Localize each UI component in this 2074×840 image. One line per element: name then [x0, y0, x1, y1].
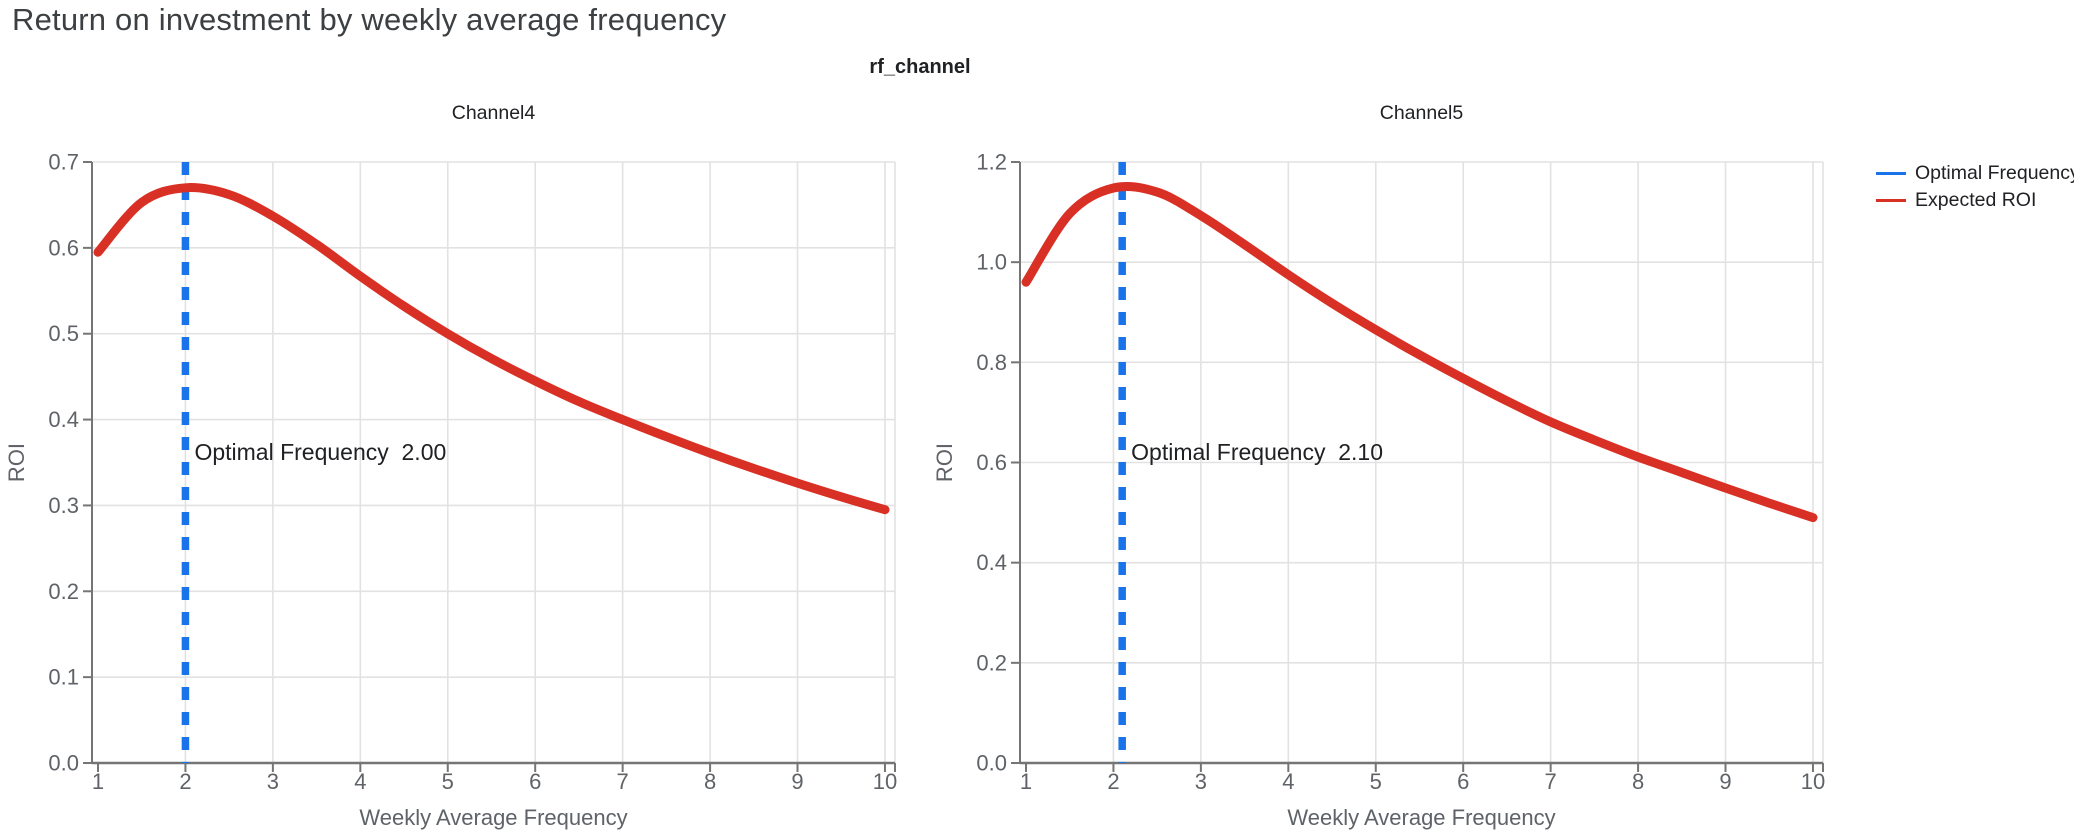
- y-axis: 0.0 0.2 0.4 0.6 0.8 1.0 1.2 ROI: [932, 150, 1021, 776]
- x-tick-label: 4: [354, 769, 366, 794]
- subplot-title: Channel5: [1380, 102, 1464, 124]
- y-tick-label: 0.1: [48, 665, 79, 690]
- expected-roi-curve: [1021, 182, 1818, 523]
- y-tick-label: 0.0: [976, 751, 1007, 776]
- expected-roi-curve: [93, 183, 890, 515]
- x-tick-label: 3: [267, 769, 279, 794]
- x-tick-label: 4: [1282, 769, 1294, 794]
- optimal-frequency-annotation: Optimal Frequency 2.10: [1131, 439, 1383, 465]
- y-tick-label: 0.4: [48, 407, 79, 432]
- gridlines: [92, 161, 896, 763]
- legend-item-optimal-frequency: Optimal Frequency: [1876, 161, 2074, 184]
- y-axis: 0.0 0.1 0.2 0.3 0.4 0.5 0.6 0.7 ROI: [4, 150, 93, 776]
- y-axis-title: ROI: [932, 443, 957, 482]
- x-tick-label: 10: [1801, 769, 1825, 794]
- y-tick-label: 1.0: [976, 250, 1007, 275]
- y-tick-label: 0.5: [48, 321, 79, 346]
- legend: Optimal Frequency Expected ROI: [1876, 161, 2074, 211]
- chart-channel4: 0.0 0.1 0.2 0.3 0.4 0.5 0.6 0.7 ROI 1 2 3 4 5 6 7 8 9 10 We…: [4, 102, 897, 830]
- y-tick-label: 0.6: [976, 450, 1007, 475]
- y-tick-label: 0.6: [48, 235, 79, 260]
- legend-label: Optimal Frequency: [1915, 161, 2074, 184]
- x-tick-label: 9: [1719, 769, 1731, 794]
- legend-line-swatch: [1876, 171, 1906, 175]
- x-tick-label: 10: [873, 769, 897, 794]
- y-tick-label: 1.2: [976, 150, 1007, 175]
- y-tick-label: 0.2: [976, 650, 1007, 675]
- x-tick-label: 3: [1195, 769, 1207, 794]
- y-axis-title: ROI: [4, 443, 29, 482]
- x-axis-title: Weekly Average Frequency: [359, 805, 627, 830]
- x-axis-title: Weekly Average Frequency: [1287, 805, 1555, 830]
- x-tick-label: 2: [179, 769, 191, 794]
- chart-channel5: 0.0 0.2 0.4 0.6 0.8 1.0 1.2 ROI 1 2 3 4 5 6 7 8 9 10 Weekl…: [932, 102, 1825, 830]
- y-tick-label: 0.8: [976, 350, 1007, 375]
- y-tick-label: 0.0: [48, 751, 79, 776]
- legend-label: Expected ROI: [1915, 188, 2037, 211]
- x-tick-label: 6: [529, 769, 541, 794]
- x-tick-label: 5: [442, 769, 454, 794]
- gridlines: [1020, 161, 1824, 763]
- x-axis: 1 2 3 4 5 6 7 8 9 10 Weekly Average Frequency: [1020, 761, 1825, 830]
- x-tick-label: 1: [1020, 769, 1032, 794]
- page-title: Return on investment by weekly average f…: [12, 2, 727, 37]
- x-tick-label: 9: [791, 769, 803, 794]
- x-tick-label: 6: [1457, 769, 1469, 794]
- y-tick-label: 0.7: [48, 150, 79, 175]
- x-tick-label: 7: [617, 769, 629, 794]
- figure-suptitle: rf_channel: [869, 56, 971, 78]
- x-axis: 1 2 3 4 5 6 7 8 9 10 Weekly Average Frequency: [92, 761, 897, 830]
- x-tick-label: 7: [1545, 769, 1557, 794]
- x-tick-label: 8: [704, 769, 716, 794]
- subplot-title: Channel4: [452, 102, 536, 124]
- x-tick-label: 2: [1107, 769, 1119, 794]
- x-tick-label: 8: [1632, 769, 1644, 794]
- legend-line-swatch: [1876, 198, 1906, 202]
- legend-item-expected-roi: Expected ROI: [1876, 188, 2074, 211]
- y-tick-label: 0.3: [48, 493, 79, 518]
- x-tick-label: 1: [92, 769, 104, 794]
- y-tick-label: 0.2: [48, 579, 79, 604]
- y-tick-label: 0.4: [976, 550, 1007, 575]
- x-tick-label: 5: [1370, 769, 1382, 794]
- optimal-frequency-annotation: Optimal Frequency 2.00: [194, 439, 446, 465]
